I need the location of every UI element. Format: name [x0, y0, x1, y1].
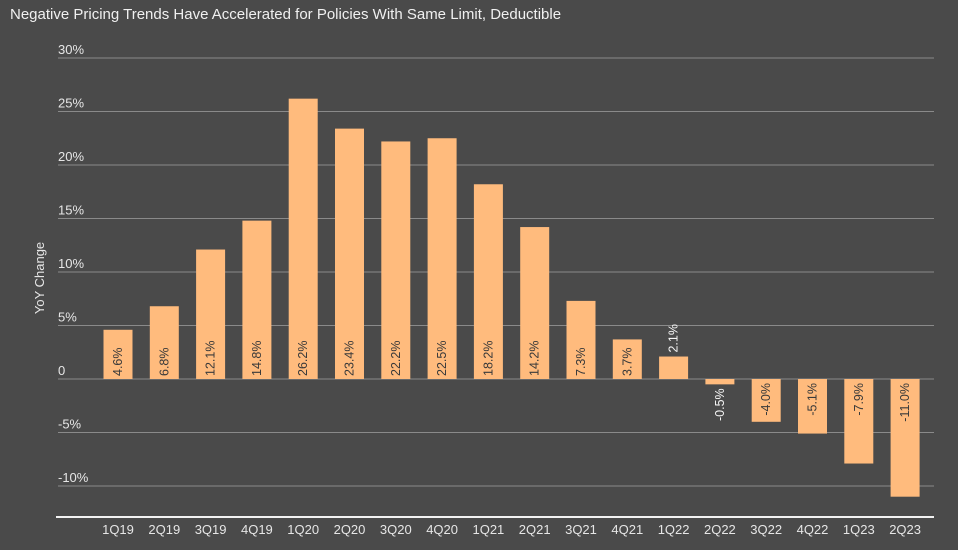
data-label: -7.9% [852, 383, 866, 416]
data-label: 7.3% [574, 348, 588, 377]
data-label: 22.5% [435, 341, 449, 376]
data-label: -0.5% [713, 388, 727, 421]
x-tick-label: 4Q19 [241, 522, 273, 537]
data-label: 2.1% [667, 324, 681, 353]
bar-2Q23 [890, 379, 920, 497]
bar-1Q23 [844, 379, 874, 464]
bar-2Q19 [149, 306, 179, 379]
x-tick-label: 2Q19 [148, 522, 180, 537]
y-tick-label: 15% [58, 203, 84, 218]
x-tick-label: 1Q23 [843, 522, 875, 537]
y-axis-ticks: 30% 25% 20% 15% 10% 5% 0 -5% -10% [58, 42, 89, 485]
x-tick-label: 1Q22 [658, 522, 690, 537]
data-label: 3.7% [620, 348, 634, 377]
y-tick-label: 10% [58, 256, 84, 271]
data-label: 18.2% [481, 341, 495, 376]
data-label: 14.2% [528, 341, 542, 376]
x-tick-label: 4Q20 [426, 522, 458, 537]
x-tick-label: 3Q21 [565, 522, 597, 537]
x-tick-label: 3Q20 [380, 522, 412, 537]
bar-2Q22 [705, 379, 735, 385]
bar-4Q19 [242, 220, 272, 379]
y-axis-label: YoY Change [32, 242, 47, 314]
data-label: 23.4% [343, 341, 357, 376]
bar-1Q19 [103, 329, 133, 379]
bar-1Q22 [659, 356, 689, 379]
bar-3Q22 [751, 379, 781, 422]
x-tick-label: 3Q22 [750, 522, 782, 537]
chart-title: Negative Pricing Trends Have Accelerated… [10, 6, 562, 23]
y-tick-label: 0 [58, 363, 65, 378]
y-tick-label: 5% [58, 310, 77, 325]
x-tick-label: 4Q21 [611, 522, 643, 537]
data-label: 22.2% [389, 341, 403, 376]
x-tick-label: 2Q20 [334, 522, 366, 537]
data-label: -4.0% [759, 383, 773, 416]
x-tick-label: 2Q23 [889, 522, 921, 537]
x-tick-label: 3Q19 [195, 522, 227, 537]
data-label: -5.1% [806, 383, 820, 416]
y-tick-label: 25% [58, 96, 84, 111]
data-label: 12.1% [204, 341, 218, 376]
x-tick-label: 1Q19 [102, 522, 134, 537]
bar-3Q21 [566, 300, 596, 379]
bar-4Q21 [612, 339, 642, 379]
data-labels: 4.6% 6.8% 12.1% 14.8% 26.2% 23.4% 22.2% 22.5% 18… [111, 324, 912, 422]
data-label: 6.8% [157, 348, 171, 377]
bars [103, 98, 920, 497]
bar-4Q22 [798, 379, 827, 434]
bar-2Q20 [335, 128, 364, 379]
data-label: 4.6% [111, 348, 125, 377]
y-tick-label: -10% [58, 470, 89, 485]
x-axis-ticks: 1Q19 2Q19 3Q19 4Q19 1Q20 2Q20 3Q20 4Q20 1Q21 2Q21… [102, 522, 921, 537]
data-label: 14.8% [250, 341, 264, 376]
data-label: 26.2% [296, 341, 310, 376]
bar-3Q20 [381, 141, 411, 379]
x-tick-label: 2Q21 [519, 522, 551, 537]
x-tick-label: 4Q22 [797, 522, 829, 537]
bar-4Q20 [427, 138, 457, 379]
y-tick-label: 20% [58, 149, 84, 164]
y-tick-label: -5% [58, 417, 82, 432]
bar-3Q19 [196, 249, 226, 379]
bar-2Q21 [520, 227, 550, 379]
x-tick-label: 1Q20 [287, 522, 319, 537]
data-label: -11.0% [898, 383, 912, 422]
x-tick-label: 1Q21 [472, 522, 504, 537]
bar-1Q20 [288, 98, 318, 379]
y-tick-label: 30% [58, 42, 84, 57]
x-tick-label: 2Q22 [704, 522, 736, 537]
bar-1Q21 [473, 184, 503, 379]
